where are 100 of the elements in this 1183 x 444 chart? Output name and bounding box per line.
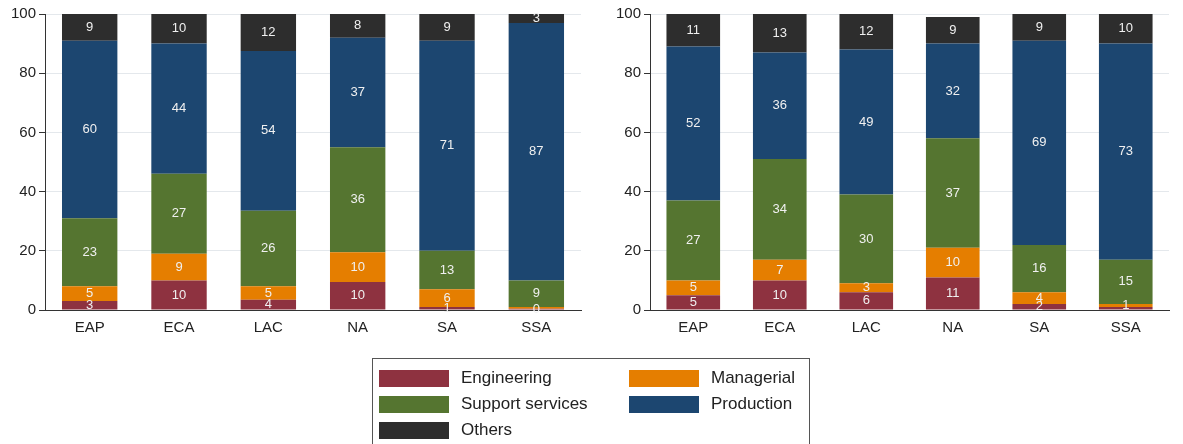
bar [839,194,894,284]
data-label: 73 [1118,143,1133,159]
data-label: 9 [1035,18,1043,34]
y-tick-label: 0 [27,300,37,318]
bar [666,200,721,281]
legend-label: Support services [461,394,588,414]
data-label: 9 [532,285,540,301]
data-label: 87 [529,143,544,159]
data-label: 1 [1122,297,1130,313]
y-tick-label: 20 [19,240,37,258]
data-label: 12 [261,24,276,40]
bar [62,40,118,219]
data-label: 6 [862,292,870,308]
x-tick-label: ECA [764,318,796,336]
bar [419,14,475,41]
bar [329,281,386,310]
data-label: 10 [171,20,187,36]
bar [240,299,297,310]
bar [839,14,894,50]
bar [62,301,118,310]
bar [1098,14,1153,44]
legend-label: Others [461,420,513,440]
bar [925,16,980,44]
data-label: 69 [1032,134,1047,150]
data-label: 13 [439,261,455,277]
bar [925,247,980,278]
data-label: 49 [859,113,874,129]
data-label: 7 [776,261,784,277]
x-tick-label: LAC [851,318,882,336]
bar [666,280,721,296]
bar [240,210,297,287]
x-tick-label: ECA [163,318,195,336]
y-tick-label: 100 [616,4,642,22]
bar [329,147,386,253]
data-label: 54 [261,122,276,138]
data-label: 44 [171,100,187,116]
bar [240,286,297,300]
data-label: 23 [82,243,97,259]
x-tick-label: SSA [521,318,552,336]
bar [240,14,297,51]
bar [666,14,721,47]
data-label: 27 [686,232,701,248]
data-label: 36 [350,191,365,207]
x-tick-label: SA [1029,318,1050,336]
bar [1012,14,1067,41]
bar [752,52,807,160]
data-label: 11 [686,21,701,37]
bar [419,250,475,290]
data-label: 9 [443,18,451,34]
data-label: 10 [171,286,187,302]
bar [752,259,807,281]
legend-label: Managerial [711,368,796,388]
data-label: 9 [86,18,94,34]
bar [329,37,386,148]
data-label: 9 [175,258,183,274]
data-label: 37 [350,84,365,100]
bar [62,14,118,41]
bar [62,218,118,287]
y-tick-label: 20 [624,240,642,258]
data-label: 10 [1118,20,1133,36]
bar [1012,40,1067,245]
bar [508,14,565,23]
y-tick-label: 100 [11,4,37,22]
data-label: 16 [1032,260,1047,276]
data-label: 15 [1118,273,1133,289]
y-tick-label: 80 [624,63,642,81]
data-label: 36 [772,97,787,113]
data-label: 32 [945,82,960,98]
bar [925,138,980,248]
data-label: 5 [689,293,697,309]
bar [508,22,565,281]
bar [666,46,721,201]
y-tick-label: 60 [624,122,642,140]
data-label: 9 [949,21,957,37]
bar [62,286,118,302]
bar [151,253,207,281]
bar [752,14,807,53]
bar [839,283,894,293]
x-tick-label: EAP [678,318,709,336]
data-label: 5 [689,279,697,295]
bar [752,280,807,310]
bar [329,14,386,38]
bar [151,43,207,174]
data-label: 30 [859,230,874,246]
bar [839,292,894,310]
data-label: 37 [945,184,960,200]
y-tick-label: 40 [624,181,642,199]
bar [240,51,297,211]
data-label: 0 [532,300,540,316]
data-label: 10 [772,286,787,302]
y-tick-label: 40 [19,181,37,199]
bar [666,295,721,310]
data-label: 3 [862,279,870,295]
data-label: 3 [532,10,540,26]
data-label: 10 [350,287,365,303]
data-label: 52 [686,115,701,131]
bar [151,14,207,44]
x-tick-label: NA [942,318,964,336]
data-label: 26 [261,240,276,256]
bar [329,252,386,282]
